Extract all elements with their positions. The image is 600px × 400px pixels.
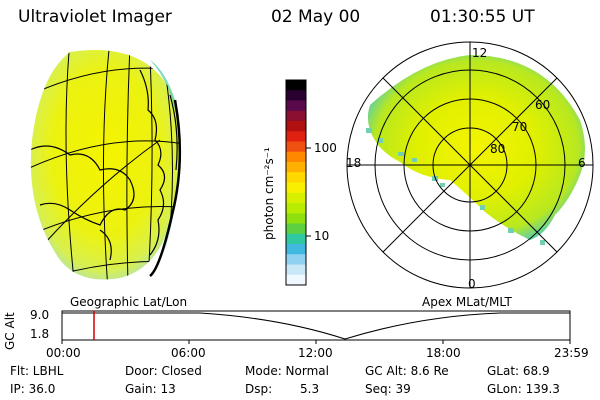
status-glon: GLon: 139.3 <box>487 382 560 396</box>
colorbar-cell <box>286 121 306 132</box>
colorbar-cell <box>286 274 306 286</box>
timeline-xtick: 00:00 <box>46 346 81 360</box>
colorbar-cell <box>286 110 306 122</box>
colorbar-cell <box>286 192 306 204</box>
colorbar-cell <box>286 244 306 255</box>
colorbar-cell <box>286 264 306 276</box>
mlt-label-12: 12 <box>472 46 488 60</box>
colorbar-tick-10: 10 <box>314 229 330 243</box>
status-seq: Seq: 39 <box>365 382 411 396</box>
status-dsp-value: 5.3 <box>300 382 320 396</box>
colorbar-cell <box>286 80 306 91</box>
status-dsp-label: Dsp: <box>245 382 273 396</box>
mlt-label-6: 6 <box>578 156 586 170</box>
timeline-ytick-low: 1.8 <box>30 327 50 341</box>
right-panel-label: Apex MLat/MLT <box>422 295 512 309</box>
polar-plot <box>346 41 594 289</box>
timeline-xtick: 23:59 <box>554 346 589 360</box>
status-mode: Mode: Normal <box>245 364 329 378</box>
colorbar-cell <box>286 100 306 112</box>
timeline-axis-label: GC Alt <box>3 312 17 350</box>
colorbar-cell <box>286 182 306 194</box>
date-label: 02 May 00 <box>271 7 361 27</box>
colorbar-cell <box>286 131 306 142</box>
colorbar-cell <box>286 151 306 163</box>
timeline-xtick: 12:00 <box>298 346 333 360</box>
colorbar-cell <box>286 203 306 214</box>
mlat-label-70: 70 <box>512 120 528 134</box>
colorbar-cell <box>286 162 306 173</box>
mlat-label-80: 80 <box>490 142 506 156</box>
status-gain: Gain: 13 <box>125 382 176 396</box>
altitude-timeline <box>61 310 571 344</box>
colorbar-cell <box>286 90 306 101</box>
colorbar-cell <box>286 233 306 245</box>
left-panel-label: Geographic Lat/Lon <box>70 295 188 309</box>
earth-image <box>30 50 182 280</box>
colorbar-cell <box>286 141 306 153</box>
time-label: 01:30:55 UT <box>430 7 535 27</box>
timeline-xtick: 06:00 <box>171 346 206 360</box>
status-gc-alt: GC Alt: 8.6 Re <box>365 364 449 378</box>
app-title: Ultraviolet Imager <box>18 7 172 27</box>
colorbar <box>285 79 311 286</box>
colorbar-cell <box>286 254 306 265</box>
mlt-label-18: 18 <box>346 156 362 170</box>
timeline-ytick-high: 9.0 <box>30 308 50 322</box>
colorbar-tick-100: 100 <box>314 141 337 155</box>
colorbar-cell <box>286 172 306 183</box>
timeline-xtick: 18:00 <box>426 346 461 360</box>
mlat-label-60: 60 <box>535 98 551 112</box>
mlt-label-0: 0 <box>468 277 476 291</box>
status-filter: Flt: LBHL <box>10 364 64 378</box>
colorbar-cell <box>286 213 306 224</box>
status-glat: GLat: 68.9 <box>487 364 550 378</box>
colorbar-unit-label: photon cm⁻²s⁻¹ <box>262 147 276 240</box>
status-ip: IP: 36.0 <box>10 382 56 396</box>
colorbar-cell <box>286 223 306 235</box>
status-door: Door: Closed <box>125 364 202 378</box>
